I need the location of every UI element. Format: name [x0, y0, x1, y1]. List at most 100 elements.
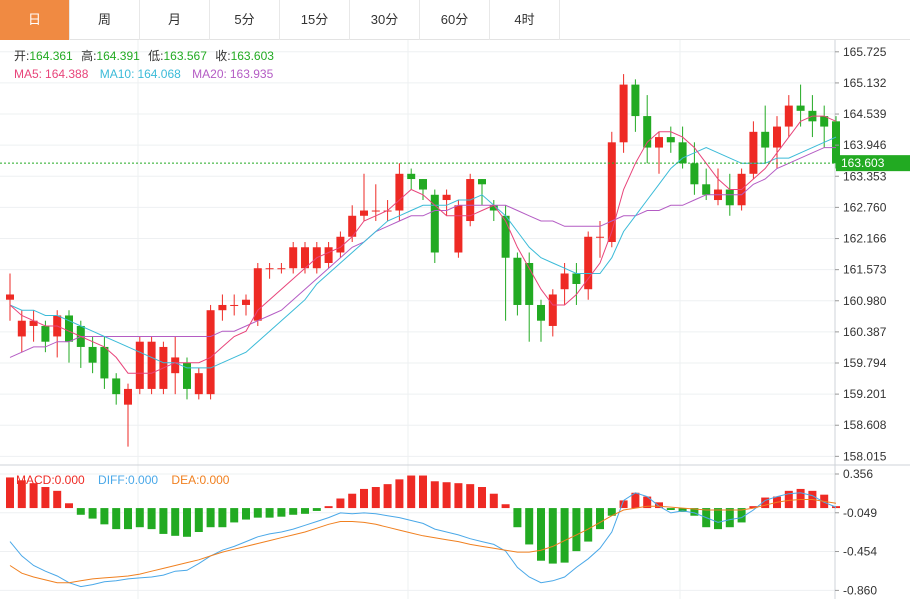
candle-body	[407, 173, 416, 180]
candle-body	[607, 142, 616, 243]
candle	[596, 221, 604, 258]
candle-body	[478, 179, 486, 185]
price-tick-label: 158.015	[843, 449, 887, 463]
macd-tick-label: -0.454	[843, 545, 877, 559]
candle	[513, 252, 522, 316]
candle	[537, 299, 545, 342]
macd-bar	[100, 508, 109, 525]
candle-body	[112, 378, 121, 395]
macd-bar	[666, 508, 675, 510]
macd-bar	[737, 508, 746, 523]
candle-body	[277, 268, 286, 270]
macd-bar	[501, 504, 510, 509]
price-tick-label: 160.387	[843, 325, 887, 339]
candle	[265, 262, 274, 279]
candle	[88, 336, 97, 374]
price-tick-label: 162.166	[843, 232, 887, 246]
macd-bar	[537, 508, 545, 561]
candle	[17, 310, 26, 353]
macd-bar	[714, 508, 722, 530]
candle	[135, 336, 144, 395]
candle-body	[88, 346, 97, 363]
candle	[112, 373, 121, 405]
candle	[584, 231, 593, 300]
candle	[820, 105, 829, 148]
candle	[360, 173, 368, 222]
tab-6[interactable]: 30分	[350, 0, 420, 40]
tab-7[interactable]: 60分	[420, 0, 490, 40]
candle-body	[501, 215, 510, 258]
candle	[655, 131, 663, 174]
candle	[230, 294, 239, 316]
period-tab-bar: 日周月 5分 15分 30分 60分 4时	[0, 0, 910, 40]
price-tick-label: 160.980	[843, 294, 887, 308]
macd-bar	[796, 488, 805, 509]
candle	[773, 116, 781, 169]
candle-body	[596, 236, 604, 238]
candle-body	[100, 346, 109, 379]
macd-bar	[41, 487, 50, 509]
price-tick-label: 165.725	[843, 45, 887, 59]
candle-body	[265, 268, 274, 270]
candle-body	[348, 215, 357, 237]
macd-bar	[407, 475, 416, 509]
candle-body	[796, 105, 805, 111]
macd-tick-label: -0.049	[843, 506, 877, 520]
macd-bar	[749, 506, 758, 509]
macd-bar	[124, 508, 132, 530]
candle	[643, 95, 652, 164]
macd-bar	[678, 508, 687, 512]
price-tick-label: 161.573	[843, 263, 887, 277]
macd-bar	[784, 490, 793, 509]
candle-body	[371, 210, 380, 212]
candle-body	[761, 131, 770, 148]
kline-chart[interactable]: 165.725 165.132 164.539 163.946 163.353 162.7…	[0, 40, 910, 599]
candle	[277, 262, 286, 274]
macd-bar	[489, 493, 498, 509]
candle-body	[666, 137, 675, 143]
candle	[419, 179, 427, 201]
candle	[560, 262, 569, 305]
candle-body	[194, 373, 203, 395]
tab-5[interactable]: 15分	[280, 0, 350, 40]
macd-bar	[88, 508, 97, 519]
macd-bar	[336, 498, 345, 509]
candle	[336, 231, 345, 258]
candle-body	[655, 137, 663, 148]
macd-bar	[171, 508, 180, 536]
macd-bar	[572, 508, 581, 552]
tab-2[interactable]: 周	[70, 0, 140, 40]
macd-tick-label: 0.356	[843, 467, 873, 481]
candle	[253, 262, 262, 326]
candle-body	[124, 388, 132, 405]
candle	[348, 205, 357, 243]
candle	[430, 189, 439, 263]
tab-8[interactable]: 4时	[490, 0, 560, 40]
macd-bar	[17, 480, 26, 509]
candle-body	[572, 273, 581, 284]
candle-body	[820, 116, 829, 127]
macd-bar	[159, 508, 168, 534]
tab-3[interactable]: 月	[140, 0, 210, 40]
macd-bar	[312, 508, 321, 511]
candle	[749, 121, 758, 180]
candle-body	[395, 173, 404, 211]
macd-bar	[478, 487, 486, 509]
candle-body	[749, 131, 758, 174]
macd-bar	[112, 508, 121, 530]
candle-body	[560, 273, 569, 290]
macd-bar	[242, 508, 250, 520]
macd-bar	[631, 492, 640, 509]
candle-body	[784, 105, 793, 127]
tab-4[interactable]: 5分	[210, 0, 280, 40]
macd-bar	[832, 506, 840, 509]
macd-bar	[619, 500, 628, 509]
macd-bar	[194, 508, 203, 532]
macd-panel	[6, 475, 840, 588]
candle	[29, 310, 38, 342]
candle-body	[336, 236, 345, 253]
macd-bar	[76, 508, 85, 515]
price-tick-label: 159.201	[843, 387, 887, 401]
tab-1[interactable]: 日	[0, 0, 70, 40]
candle	[525, 252, 534, 342]
